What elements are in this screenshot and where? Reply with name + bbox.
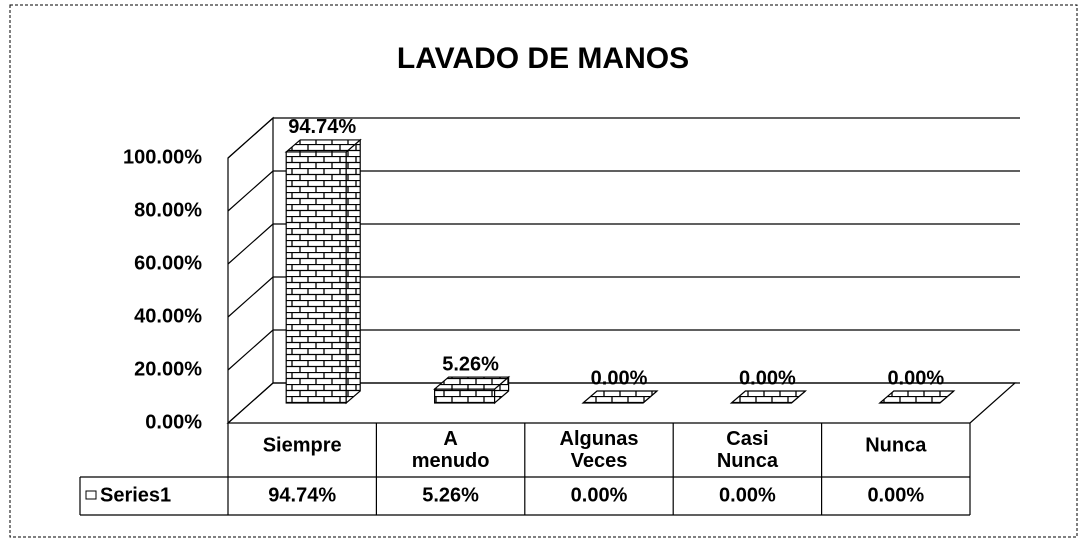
grid-line [227, 117, 1020, 159]
legend-label: Series1 [100, 484, 171, 506]
table-value: 0.00% [719, 484, 776, 506]
table-value: 0.00% [867, 484, 924, 506]
data-label: 94.74% [288, 116, 356, 138]
bar [434, 388, 496, 404]
y-tick-label: 80.00% [134, 199, 202, 221]
table-value: 94.74% [268, 484, 336, 506]
bar-top [432, 376, 511, 390]
bar-top [878, 390, 956, 404]
table-value: 0.00% [571, 484, 628, 506]
grid-line [227, 276, 1020, 318]
legend-key [85, 490, 97, 500]
table-value: 5.26% [422, 484, 479, 506]
bar-top [284, 139, 362, 153]
bar-side [345, 138, 361, 405]
data-label: 5.26% [442, 353, 499, 375]
category-label: Nunca [865, 434, 927, 456]
grid-line [227, 223, 1020, 265]
data-label: 0.00% [739, 367, 796, 389]
table-grid [79, 423, 971, 516]
grid-line [227, 170, 1020, 212]
bar [285, 151, 347, 404]
data-label: 0.00% [887, 367, 944, 389]
y-tick-label: 0.00% [145, 411, 202, 433]
y-tick-label: 40.00% [134, 305, 202, 327]
category-label: Casi Nunca [717, 428, 779, 472]
category-label: Algunas Veces [560, 428, 639, 472]
y-tick-label: 20.00% [134, 358, 202, 380]
grid-line [227, 382, 1020, 424]
y-tick-label: 100.00% [123, 146, 202, 168]
chart-title: LAVADO DE MANOS [397, 42, 689, 75]
grid-line [227, 329, 1020, 371]
y-tick-label: 60.00% [134, 252, 202, 274]
chart-border [9, 4, 1078, 538]
bar-top [729, 390, 808, 404]
category-label: Siempre [263, 434, 342, 456]
bar-top [581, 390, 659, 404]
data-label: 0.00% [591, 367, 648, 389]
